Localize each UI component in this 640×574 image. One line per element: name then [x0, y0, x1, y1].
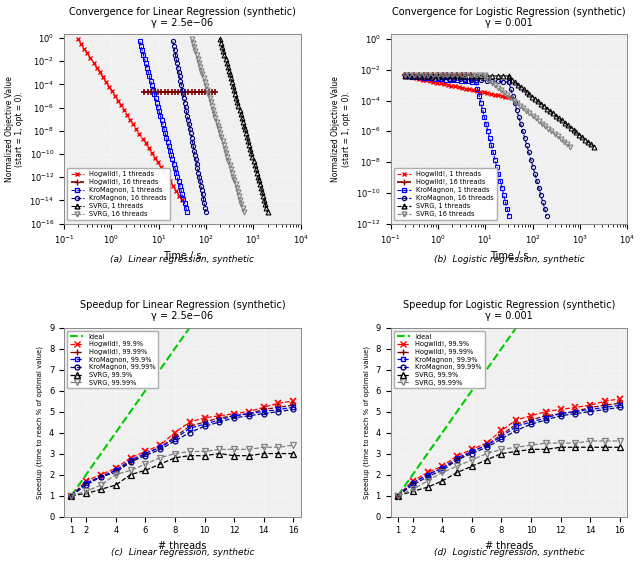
Legend: Ideal, Hogwild!, 99.9%, Hogwild!, 99.99%, KroMagnon, 99.9%, KroMagnon, 99.99%, S: Ideal, Hogwild!, 99.9%, Hogwild!, 99.99%… — [67, 331, 158, 388]
Title: Speedup for Linear Regression (synthetic)
γ = 2.5e−06: Speedup for Linear Regression (synthetic… — [79, 300, 285, 321]
Title: Convergence for Logistic Regression (synthetic)
γ = 0.001: Convergence for Logistic Regression (syn… — [392, 6, 626, 28]
X-axis label: # threads: # threads — [484, 541, 533, 551]
Text: (a)  Linear regression, synthetic: (a) Linear regression, synthetic — [110, 255, 254, 264]
X-axis label: Time / s: Time / s — [163, 251, 202, 261]
Legend: Hogwild!, 1 threads, Hogwild!, 16 threads, KroMagnon, 1 threads, KroMagnon, 16 t: Hogwild!, 1 threads, Hogwild!, 16 thread… — [394, 168, 497, 220]
Text: (c)  Linear regression, synthetic: (c) Linear regression, synthetic — [111, 548, 254, 557]
X-axis label: # threads: # threads — [158, 541, 207, 551]
X-axis label: Time / s: Time / s — [490, 251, 528, 261]
Legend: Ideal, Hogwild!, 99.9%, Hogwild!, 99.99%, KroMagnon, 99.9%, KroMagnon, 99.99%, S: Ideal, Hogwild!, 99.9%, Hogwild!, 99.99%… — [394, 331, 484, 388]
Y-axis label: Speedup (time to reach % of optimal value): Speedup (time to reach % of optimal valu… — [364, 346, 370, 499]
Text: (d)  Logistic regression, synthetic: (d) Logistic regression, synthetic — [433, 548, 584, 557]
Y-axis label: Speedup (time to reach % of optimal value): Speedup (time to reach % of optimal valu… — [37, 346, 44, 499]
Y-axis label: Normalized Objective Value
(start = 1, opt = 0).: Normalized Objective Value (start = 1, o… — [4, 76, 24, 182]
Y-axis label: Normalized Objective Value
(start = 1, opt = 0).: Normalized Objective Value (start = 1, o… — [331, 76, 351, 182]
Title: Speedup for Logistic Regression (synthetic)
γ = 0.001: Speedup for Logistic Regression (synthet… — [403, 300, 615, 321]
Title: Convergence for Linear Regression (synthetic)
γ = 2.5e−06: Convergence for Linear Regression (synth… — [69, 6, 296, 28]
Legend: Hogwild!, 1 threads, Hogwild!, 16 threads, KroMagnon, 1 threads, KroMagnon, 16 t: Hogwild!, 1 threads, Hogwild!, 16 thread… — [67, 168, 170, 220]
Text: (b)  Logistic regression, synthetic: (b) Logistic regression, synthetic — [433, 255, 584, 264]
